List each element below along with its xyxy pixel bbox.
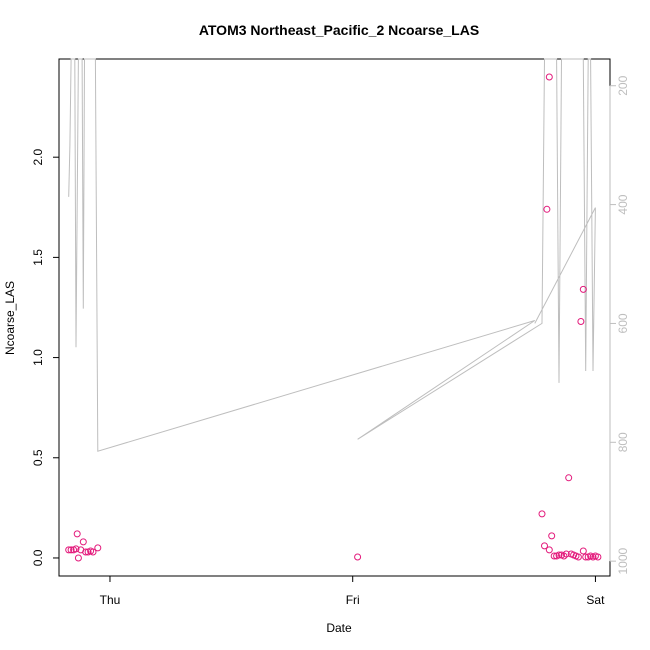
y-tick-label: 1.5 (31, 249, 45, 266)
data-point (548, 532, 556, 540)
data-point (562, 550, 570, 558)
data-point (582, 553, 590, 561)
y-axis-label: Ncoarse_LAS (3, 281, 17, 355)
y2-tick-label: 600 (616, 313, 630, 333)
x-tick-label: Fri (346, 593, 360, 607)
data-point (67, 546, 75, 554)
plot-frame (58, 58, 611, 577)
data-point (579, 285, 587, 293)
data-point (555, 551, 563, 559)
y-tick-label: 0.0 (31, 549, 45, 566)
data-point (541, 542, 548, 550)
y-tick-label: 2.0 (31, 149, 45, 166)
data-point (73, 530, 81, 538)
data-point (72, 545, 80, 553)
plot-area: Thu Fri Sat 0.0 0.5 1.0 1.5 2.0 200 400 600 800 1000 (31, 58, 630, 607)
data-point (545, 73, 553, 81)
data-point (65, 546, 73, 554)
y2-tick-label: 800 (616, 432, 630, 452)
y2-tick-label: 1000 (616, 547, 630, 574)
x-tick-label: Thu (100, 593, 121, 607)
data-point (89, 548, 97, 556)
y2-tick-label: 400 (616, 194, 630, 214)
series-line (68, 58, 596, 452)
data-point (543, 205, 551, 213)
data-point (574, 553, 582, 561)
data-point (82, 548, 90, 556)
y2-tick-label: 200 (616, 75, 630, 95)
x-axis-label: Date (326, 621, 352, 635)
data-point (594, 553, 602, 561)
data-point (94, 544, 102, 552)
chart-title: ATOM3 Northeast_Pacific_2 Ncoarse_LAS (199, 22, 479, 38)
data-point (74, 554, 82, 562)
data-point (545, 546, 553, 554)
y-tick-label: 0.5 (31, 449, 45, 466)
data-point (354, 553, 362, 561)
y-tick-label: 1.0 (31, 349, 45, 366)
data-point (538, 510, 546, 518)
data-point (550, 552, 558, 560)
data-point (79, 538, 87, 546)
data-point (579, 547, 587, 555)
x-tick-label: Sat (586, 593, 605, 607)
data-point (565, 474, 573, 482)
data-point (577, 318, 585, 325)
